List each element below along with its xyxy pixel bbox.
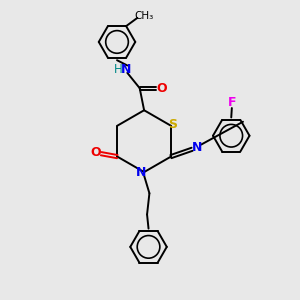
Text: F: F xyxy=(228,96,236,109)
Text: N: N xyxy=(121,63,131,76)
Text: N: N xyxy=(192,141,203,154)
Text: CH₃: CH₃ xyxy=(134,11,153,21)
Text: H: H xyxy=(113,63,122,76)
Text: O: O xyxy=(156,82,166,95)
Text: O: O xyxy=(91,146,101,159)
Text: N: N xyxy=(135,166,146,178)
Text: S: S xyxy=(168,118,177,131)
